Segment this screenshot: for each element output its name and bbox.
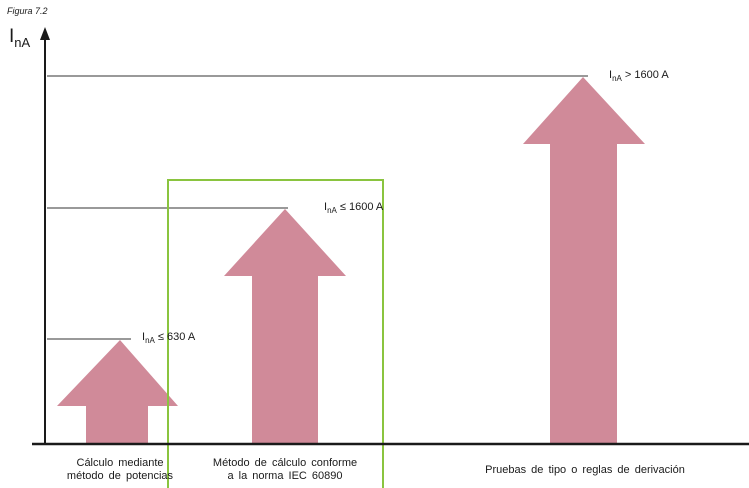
level-symbol: I [609,69,613,81]
level-subscript: nA [612,74,622,83]
level-relation: ≤ 630 A [157,331,196,343]
level-subscript: nA [145,336,155,345]
y-axis-title: InA [9,26,30,49]
level-symbol: I [324,201,328,213]
level-relation: ≤ 1600 A [339,201,384,213]
level-relation: > 1600 A [624,69,669,81]
category-label-power-method: Cálculo mediante método de potencias [40,457,200,483]
category-line-1: Pruebas de tipo o reglas de derivación [485,464,685,476]
highlight-box [167,179,384,488]
category-line-1: Cálculo mediante [76,457,164,469]
level-label-1600: InA ≤ 1600 A [324,201,384,215]
level-symbol: I [142,331,146,343]
level-label-above-1600: InA > 1600 A [609,69,669,83]
y-axis-symbol: I [9,26,15,47]
arrow-small [57,340,178,444]
category-label-iec-60890: Método de cálculo conforme a la norma IE… [180,457,390,483]
y-axis-subscript: nA [14,35,31,50]
category-line-2: método de potencias [66,470,174,482]
category-line-2: a la norma IEC 60890 [227,470,343,482]
level-label-630: InA ≤ 630 A [142,331,196,345]
category-label-type-tests: Pruebas de tipo o reglas de derivación [440,464,730,477]
arrow-large [523,77,645,444]
level-subscript: nA [327,206,337,215]
arrow-medium [224,209,346,444]
y-axis-arrowhead [40,27,50,40]
category-line-1: Método de cálculo conforme [212,457,358,469]
figure-label: Figura 7.2 [7,6,48,16]
